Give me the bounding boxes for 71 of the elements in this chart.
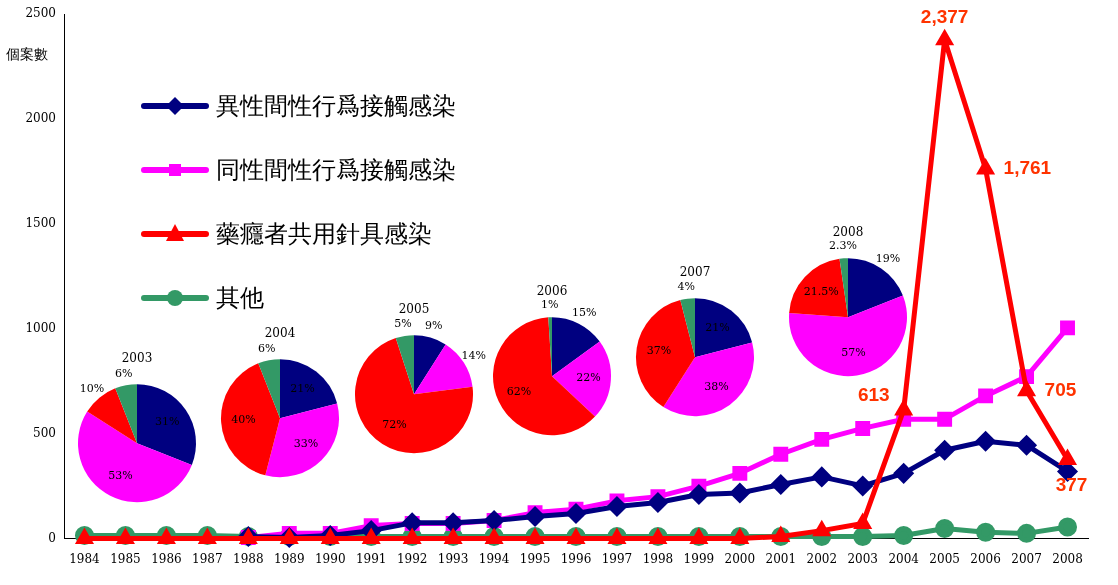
y-tick-label: 0 xyxy=(48,530,56,545)
x-tick-label: 1998 xyxy=(642,551,674,566)
data-label: 22% xyxy=(576,371,601,385)
data-label: 1% xyxy=(541,298,559,312)
x-tick-label: 2005 xyxy=(929,551,960,566)
legend-label: 藥癮者共用針具感染 xyxy=(216,219,432,250)
x-tick-label: 2002 xyxy=(806,551,838,566)
legend-label: 異性間性行爲接觸感染 xyxy=(216,91,456,122)
data-label: 38% xyxy=(704,379,729,393)
chart-title: 2006 xyxy=(536,284,568,299)
data-label: 5% xyxy=(394,317,412,331)
data-label: 31% xyxy=(155,415,180,429)
data-label: 53% xyxy=(108,468,133,482)
data-label: 613 xyxy=(857,384,890,406)
x-tick-label: 2008 xyxy=(1052,551,1083,566)
y-axis-title: 個案數 xyxy=(6,46,48,64)
data-label: 21% xyxy=(705,321,730,335)
x-tick-label: 2004 xyxy=(888,551,920,566)
chart-title: 2003 xyxy=(121,351,153,366)
data-label: 4% xyxy=(677,279,695,293)
x-tick-label: 1987 xyxy=(192,551,223,566)
data-label: 6% xyxy=(115,366,133,380)
data-label: 377 xyxy=(1055,473,1088,495)
x-tick-label: 1989 xyxy=(274,551,305,566)
chart-title: 2005 xyxy=(398,302,430,317)
chart-title: 2004 xyxy=(264,326,296,341)
x-tick-label: 1993 xyxy=(437,551,469,566)
data-label: 2,377 xyxy=(920,6,969,28)
data-label: 37% xyxy=(646,344,672,358)
data-label: 10% xyxy=(79,381,105,395)
legend-label: 同性間性行爲接觸感染 xyxy=(216,155,456,186)
data-label: 19% xyxy=(875,251,901,265)
x-tick-label: 2000 xyxy=(724,551,756,566)
x-tick-label: 1991 xyxy=(355,551,387,566)
chart-title: 2007 xyxy=(679,265,711,280)
x-tick-label: 1990 xyxy=(314,551,346,566)
x-tick-label: 1988 xyxy=(233,551,264,566)
x-tick-label: 1994 xyxy=(478,551,510,566)
x-tick-label: 2001 xyxy=(765,551,797,566)
x-tick-label: 1996 xyxy=(560,551,592,566)
y-tick-label: 2500 xyxy=(25,6,56,21)
data-label: 1,761 xyxy=(1003,157,1052,179)
x-tick-label: 1999 xyxy=(683,551,715,566)
data-label: 72% xyxy=(382,417,407,431)
x-tick-label: 1986 xyxy=(151,551,182,566)
chart-title: 2008 xyxy=(832,225,864,240)
x-tick-label: 1984 xyxy=(69,551,101,566)
data-label: 57% xyxy=(841,346,866,360)
x-tick-label: 1992 xyxy=(396,551,428,566)
y-tick-label: 500 xyxy=(33,425,56,440)
data-label: 40% xyxy=(231,413,256,427)
x-tick-label: 2006 xyxy=(970,551,1001,566)
data-label: 21.5% xyxy=(803,285,839,299)
data-label: 705 xyxy=(1044,378,1077,400)
y-tick-label: 1000 xyxy=(25,320,56,335)
data-label: 33% xyxy=(293,436,319,450)
y-tick-label: 2000 xyxy=(25,111,56,126)
data-label: 9% xyxy=(425,319,443,333)
x-tick-label: 2003 xyxy=(847,551,878,566)
data-label: 6% xyxy=(258,341,276,355)
x-tick-label: 1995 xyxy=(519,551,551,566)
data-label: 21% xyxy=(290,382,315,396)
x-tick-label: 1997 xyxy=(601,551,633,566)
data-label: 14% xyxy=(461,349,486,363)
x-tick-label: 2007 xyxy=(1011,551,1042,566)
data-label: 2.3% xyxy=(828,239,857,253)
data-label: 62% xyxy=(506,384,532,398)
data-label: 15% xyxy=(571,305,597,319)
legend-label: 其他 xyxy=(216,283,264,314)
y-tick-label: 1500 xyxy=(25,215,56,230)
x-tick-label: 1985 xyxy=(110,551,141,566)
